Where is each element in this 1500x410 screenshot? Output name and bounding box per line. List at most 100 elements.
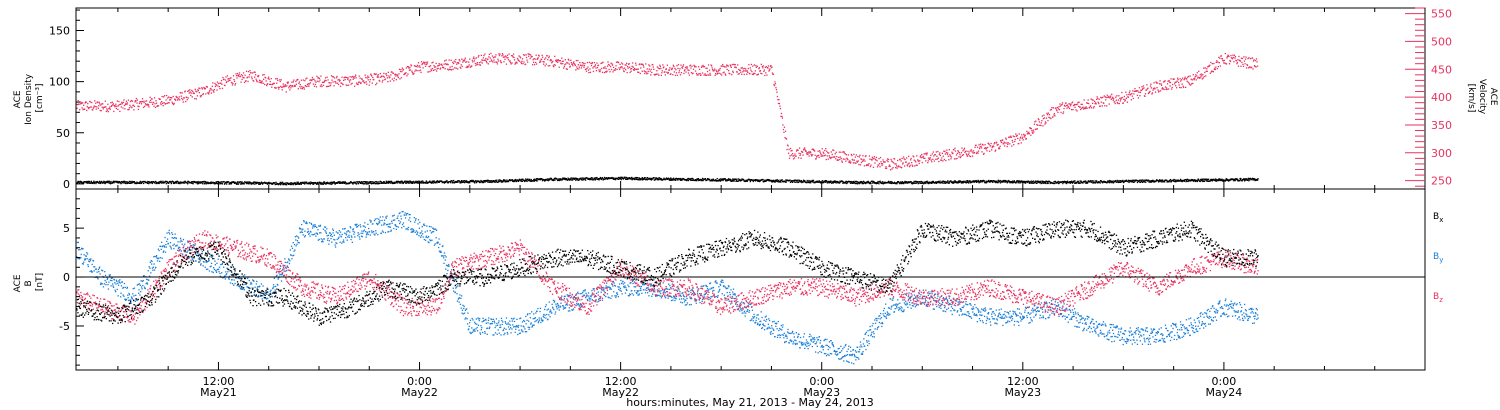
velocity-point <box>1133 90 1136 92</box>
velocity-point <box>143 101 145 104</box>
velocity-point <box>1162 81 1165 83</box>
velocity-point <box>345 84 347 86</box>
velocity-point <box>558 66 560 68</box>
velocity-point <box>326 85 329 88</box>
density-point <box>806 179 808 182</box>
velocity-point <box>1184 76 1186 78</box>
density-point <box>221 183 224 185</box>
velocity-point <box>691 65 693 67</box>
density-point <box>837 182 839 184</box>
velocity-point <box>498 54 501 57</box>
velocity-point <box>470 66 472 68</box>
velocity-point <box>437 65 439 67</box>
density-point <box>995 181 997 183</box>
velocity-point <box>137 105 139 107</box>
velocity-point <box>761 65 763 68</box>
density-point <box>1006 180 1008 183</box>
density-point <box>80 181 82 184</box>
density-point <box>647 177 649 179</box>
velocity-point <box>1130 93 1132 95</box>
velocity-point <box>1256 61 1258 63</box>
velocity-point <box>680 64 682 66</box>
velocity-point <box>367 79 369 81</box>
velocity-point <box>376 76 378 78</box>
density-point <box>249 183 251 185</box>
velocity-point <box>409 66 411 69</box>
velocity-point <box>155 102 158 104</box>
density-point <box>1070 181 1072 183</box>
density-point <box>818 180 821 182</box>
density-point <box>467 182 469 184</box>
density-point <box>665 178 667 181</box>
density-point <box>1094 182 1097 184</box>
density-point <box>1107 180 1109 182</box>
density-point <box>457 181 459 183</box>
velocity-point <box>840 151 842 153</box>
velocity-point <box>799 154 801 156</box>
velocity-point <box>1060 111 1062 114</box>
top-density-scatter <box>76 176 1259 186</box>
density-point <box>1158 180 1160 182</box>
velocity-point <box>1068 107 1071 110</box>
velocity-point <box>120 106 122 108</box>
velocity-point <box>197 89 199 91</box>
density-point <box>617 176 619 179</box>
density-point <box>219 181 221 184</box>
velocity-point <box>781 115 783 118</box>
velocity-point <box>395 79 397 81</box>
density-point <box>1180 179 1182 181</box>
density-point <box>561 179 563 181</box>
velocity-point <box>1092 102 1094 104</box>
velocity-point <box>453 60 455 62</box>
velocity-point <box>685 66 688 68</box>
density-point <box>463 180 465 182</box>
density-point <box>657 179 659 181</box>
velocity-point <box>388 75 390 77</box>
density-point <box>92 181 95 184</box>
density-point <box>121 180 123 183</box>
velocity-point <box>308 85 310 87</box>
density-point <box>183 182 185 184</box>
velocity-point <box>86 109 88 112</box>
velocity-point <box>292 81 294 83</box>
velocity-point <box>977 150 980 152</box>
density-point <box>431 180 433 182</box>
velocity-point <box>806 152 808 154</box>
velocity-point <box>754 70 756 72</box>
velocity-point <box>707 74 709 76</box>
velocity-point <box>1206 68 1208 70</box>
density-point <box>935 181 937 184</box>
velocity-point <box>673 65 675 68</box>
velocity-point <box>1033 123 1035 125</box>
velocity-point <box>859 154 861 156</box>
density-point <box>493 181 495 183</box>
density-point <box>642 179 644 181</box>
velocity-point <box>645 63 647 65</box>
velocity-point <box>658 68 660 70</box>
density-point <box>199 182 201 184</box>
velocity-point <box>196 91 198 93</box>
velocity-point <box>753 64 755 66</box>
velocity-point <box>349 81 351 83</box>
velocity-point <box>161 101 163 103</box>
velocity-point <box>391 78 393 80</box>
density-point <box>932 180 934 183</box>
density-point <box>162 181 164 183</box>
density-point <box>371 182 374 184</box>
density-point <box>292 182 294 184</box>
velocity-point <box>285 85 287 87</box>
velocity-point <box>870 164 872 166</box>
velocity-point <box>1182 77 1184 79</box>
velocity-point <box>448 59 450 61</box>
density-point <box>722 179 725 181</box>
velocity-point <box>947 152 949 154</box>
density-point <box>738 180 740 182</box>
velocity-point <box>862 160 865 162</box>
density-point <box>226 183 228 185</box>
velocity-point <box>372 76 374 79</box>
velocity-point <box>150 101 152 103</box>
density-point <box>575 177 578 180</box>
velocity-point <box>937 150 939 153</box>
density-point <box>989 180 991 182</box>
density-point <box>1100 180 1102 182</box>
